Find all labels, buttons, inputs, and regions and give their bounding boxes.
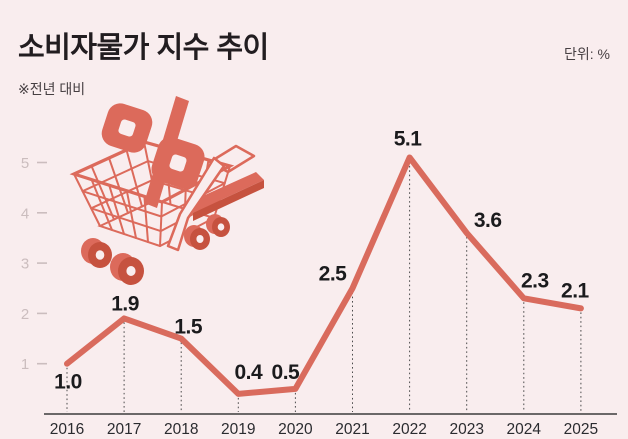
y-axis-tick-label: 2 xyxy=(21,306,29,323)
data-point-label: 1.9 xyxy=(111,292,139,315)
y-axis-tick-label: 4 xyxy=(21,205,29,222)
shopping-cart-percent-illustration xyxy=(69,96,264,285)
data-point-label: 5.1 xyxy=(394,127,423,150)
data-point-label: 2.3 xyxy=(521,269,549,292)
trend-line xyxy=(64,154,584,397)
x-axis-label: 2024 xyxy=(507,421,542,438)
x-axis-label: 2019 xyxy=(221,421,255,438)
cart-handle-beam xyxy=(185,172,264,221)
y-axis-tick-label: 5 xyxy=(21,155,29,172)
data-point-label: 0.4 xyxy=(234,361,263,384)
wheel-back-right xyxy=(206,214,230,237)
data-point-label: 2.1 xyxy=(561,279,590,302)
x-axis-label: 2020 xyxy=(278,421,313,438)
data-point-label: 2.5 xyxy=(319,262,348,285)
data-point-label: 1.0 xyxy=(54,371,82,394)
x-axis-label: 2022 xyxy=(392,421,426,438)
percent-sign-icon xyxy=(101,96,205,208)
x-axis-label: 2021 xyxy=(335,421,369,438)
note-label: ※전년 대비 xyxy=(18,81,86,97)
wheel-left xyxy=(81,238,112,268)
x-axis-label: 2025 xyxy=(564,421,598,438)
x-axis-label: 2018 xyxy=(164,421,198,438)
y-axis-tick-label: 1 xyxy=(21,356,29,373)
x-axis-label: 2017 xyxy=(107,421,141,438)
data-point-label: 0.5 xyxy=(272,361,301,384)
data-point-label: 3.6 xyxy=(474,209,502,232)
x-axis-label: 2016 xyxy=(50,421,84,438)
unit-label: 단위: % xyxy=(564,46,610,62)
y-axis-tick-label: 3 xyxy=(21,256,29,273)
cart-frame xyxy=(166,156,226,252)
wheel-right xyxy=(184,225,210,250)
wheel-front-center xyxy=(110,253,144,285)
page-title: 소비자물가 지수 추이 xyxy=(18,32,269,64)
data-point-label: 1.5 xyxy=(174,316,203,339)
x-axis-label: 2023 xyxy=(449,421,483,438)
cart-wheels xyxy=(81,214,230,285)
